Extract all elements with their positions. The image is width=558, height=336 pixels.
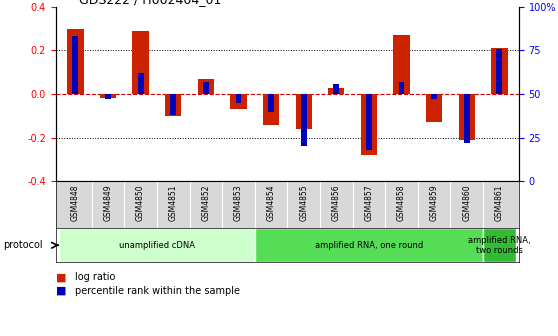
- Text: GSM4854: GSM4854: [267, 185, 276, 221]
- Bar: [464, 94, 470, 143]
- Bar: [426, 94, 442, 123]
- Bar: [170, 94, 176, 115]
- Bar: [301, 94, 306, 146]
- Text: amplified RNA,
two rounds: amplified RNA, two rounds: [468, 236, 531, 255]
- Text: GSM4859: GSM4859: [430, 185, 439, 221]
- Text: log ratio: log ratio: [75, 272, 116, 282]
- Text: protocol: protocol: [3, 240, 42, 250]
- Bar: [73, 36, 78, 94]
- Text: percentile rank within the sample: percentile rank within the sample: [75, 286, 240, 296]
- Text: GSM4848: GSM4848: [71, 185, 80, 221]
- Bar: [361, 94, 377, 155]
- Text: GSM4849: GSM4849: [103, 185, 113, 221]
- Bar: [230, 94, 247, 110]
- Bar: [165, 94, 181, 116]
- Bar: [132, 31, 149, 94]
- Text: amplified RNA, one round: amplified RNA, one round: [315, 241, 423, 250]
- Bar: [296, 94, 312, 129]
- Text: GSM4858: GSM4858: [397, 185, 406, 221]
- Bar: [263, 94, 279, 125]
- Bar: [431, 94, 437, 99]
- Bar: [59, 228, 255, 262]
- Bar: [105, 94, 111, 99]
- Bar: [497, 49, 502, 94]
- Bar: [255, 228, 483, 262]
- Bar: [398, 82, 405, 94]
- Bar: [100, 94, 116, 98]
- Text: GSM4861: GSM4861: [495, 185, 504, 221]
- Bar: [67, 29, 84, 94]
- Bar: [483, 228, 516, 262]
- Text: GSM4853: GSM4853: [234, 185, 243, 221]
- Bar: [366, 94, 372, 150]
- Text: ■: ■: [56, 286, 66, 296]
- Text: GSM4855: GSM4855: [299, 185, 308, 221]
- Text: GSM4851: GSM4851: [169, 185, 177, 221]
- Bar: [491, 48, 508, 94]
- Text: GDS222 / H002404_01: GDS222 / H002404_01: [79, 0, 222, 6]
- Bar: [203, 82, 209, 94]
- Bar: [235, 94, 242, 103]
- Text: GSM4860: GSM4860: [462, 185, 472, 221]
- Text: GSM4850: GSM4850: [136, 185, 145, 221]
- Bar: [138, 73, 143, 94]
- Bar: [459, 94, 475, 140]
- Bar: [268, 94, 274, 112]
- Text: unamplified cDNA: unamplified cDNA: [119, 241, 195, 250]
- Bar: [393, 35, 410, 94]
- Text: GSM4856: GSM4856: [332, 185, 341, 221]
- Text: GSM4857: GSM4857: [364, 185, 373, 221]
- Bar: [333, 84, 339, 94]
- Text: ■: ■: [56, 272, 66, 282]
- Bar: [328, 88, 344, 94]
- Bar: [198, 79, 214, 94]
- Text: GSM4852: GSM4852: [201, 185, 210, 221]
